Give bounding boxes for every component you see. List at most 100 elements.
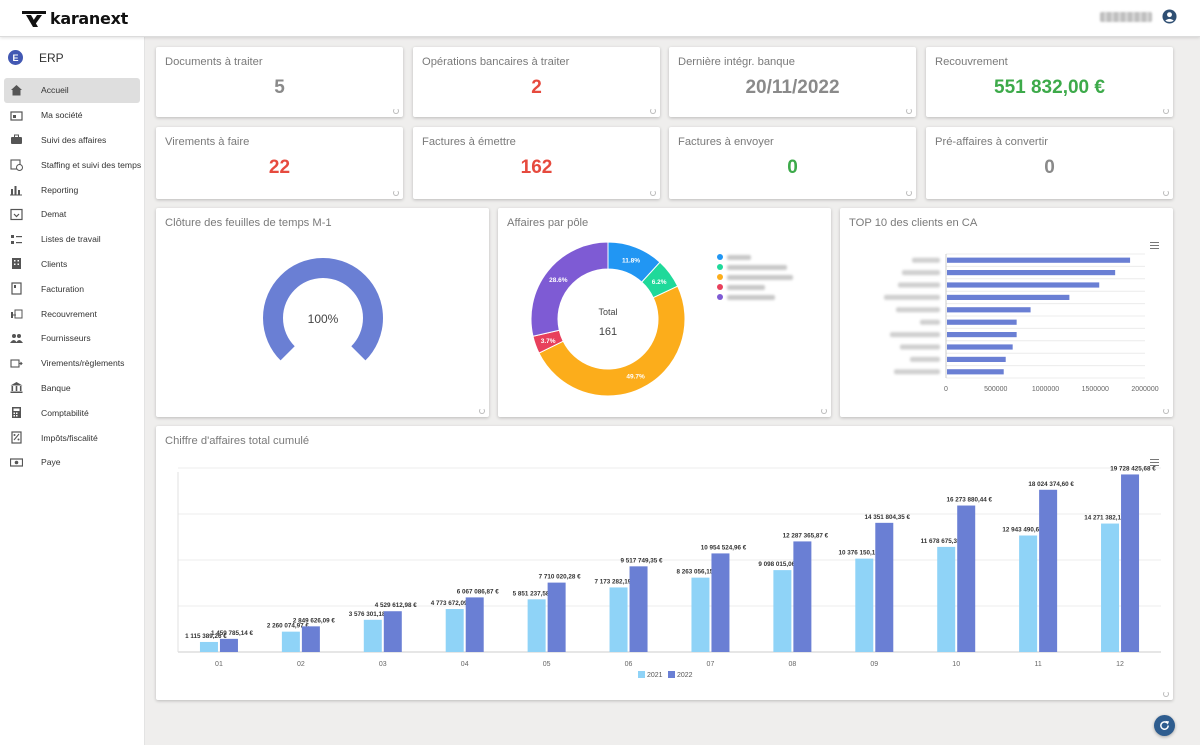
kpi-card-pre-deals[interactable]: Pré-affaires à convertir 0 bbox=[926, 127, 1173, 199]
sidebar-item-impots-fiscalite[interactable]: Impôts/fiscalité bbox=[4, 425, 140, 450]
client-bar[interactable] bbox=[947, 282, 1100, 288]
client-bar[interactable] bbox=[947, 369, 1004, 375]
refresh-icon[interactable] bbox=[906, 108, 912, 114]
refresh-icon[interactable] bbox=[1163, 691, 1169, 697]
kpi-card-invoices-to-send[interactable]: Factures à envoyer 0 bbox=[669, 127, 916, 199]
revenue-bar-2022[interactable] bbox=[1121, 474, 1140, 652]
legend-dot bbox=[717, 284, 723, 290]
bar-data-label: 9 517 749,35 € bbox=[621, 557, 664, 564]
sidebar-item-clients[interactable]: Clients bbox=[4, 252, 140, 277]
sidebar-item-paye[interactable]: Paye bbox=[4, 450, 140, 475]
revenue-bar-2021[interactable] bbox=[855, 558, 874, 652]
kpi-card-bank-operations[interactable]: Opérations bancaires à traiter 2 bbox=[413, 47, 660, 117]
revenue-bar-2022[interactable] bbox=[383, 611, 402, 652]
revenue-bar-2021[interactable] bbox=[691, 577, 710, 652]
top-bar: karanext bbox=[0, 0, 1200, 37]
chart-menu-icon[interactable] bbox=[1150, 242, 1159, 249]
legend-swatch[interactable] bbox=[668, 671, 675, 678]
revenue-bar-2021[interactable] bbox=[445, 609, 464, 652]
donut-slice[interactable] bbox=[530, 241, 609, 337]
legend-item[interactable] bbox=[717, 284, 765, 290]
sidebar-item-demat[interactable]: Demat bbox=[4, 202, 140, 227]
sidebar-item-staffing-et-suivi-des-temps[interactable]: Staffing et suivi des temps bbox=[4, 152, 141, 177]
legend-label[interactable]: 2021 bbox=[647, 672, 663, 679]
kpi-value: 22 bbox=[268, 157, 291, 178]
refresh-button[interactable] bbox=[1154, 715, 1175, 736]
sidebar-item-label: Listes de travail bbox=[41, 234, 101, 245]
sidebar-item-virements-reglements[interactable]: Virements/règlements bbox=[4, 351, 140, 376]
donut-slice[interactable] bbox=[538, 285, 686, 397]
client-bar[interactable] bbox=[947, 257, 1131, 263]
client-bar[interactable] bbox=[947, 332, 1017, 338]
legend-item[interactable] bbox=[717, 264, 787, 270]
user-name-blurred[interactable] bbox=[1100, 12, 1152, 22]
revenue-bar-2021[interactable] bbox=[1019, 535, 1038, 652]
refresh-icon[interactable] bbox=[479, 408, 485, 414]
revenue-bar-2022[interactable] bbox=[793, 541, 812, 652]
sidebar-item-listes-de-travail[interactable]: Listes de travail bbox=[4, 227, 140, 252]
revenue-bar-2021[interactable] bbox=[199, 641, 218, 652]
legend-dot bbox=[717, 294, 723, 300]
erp-header[interactable]: E ERP bbox=[8, 50, 64, 65]
kpi-card-recouvrement[interactable]: Recouvrement 551 832,00 € bbox=[926, 47, 1173, 117]
refresh-icon[interactable] bbox=[906, 190, 912, 196]
sidebar-item-facturation[interactable]: Facturation bbox=[4, 276, 140, 301]
revenue-bar-2021[interactable] bbox=[609, 587, 628, 652]
timesheet-closure-panel: Clôture des feuilles de temps M-1 100% bbox=[156, 208, 489, 417]
sidebar-item-comptabilite[interactable]: Comptabilité bbox=[4, 400, 140, 425]
x-tick-label: 05 bbox=[543, 661, 551, 668]
revenue-bar-2022[interactable] bbox=[301, 626, 320, 652]
legend-item[interactable] bbox=[717, 274, 793, 280]
legend-item[interactable] bbox=[717, 294, 775, 300]
tax-icon bbox=[10, 431, 23, 444]
client-bar[interactable] bbox=[947, 307, 1031, 313]
kpi-card-last-bank-import[interactable]: Dernière intégr. banque 20/11/2022 bbox=[669, 47, 916, 117]
refresh-icon[interactable] bbox=[650, 108, 656, 114]
revenue-bar-2022[interactable] bbox=[711, 553, 730, 652]
sidebar-item-suivi-des-affaires[interactable]: Suivi des affaires bbox=[4, 128, 140, 153]
refresh-icon[interactable] bbox=[393, 108, 399, 114]
kpi-card-invoices-to-issue[interactable]: Factures à émettre 162 bbox=[413, 127, 660, 199]
revenue-bar-2021[interactable] bbox=[937, 546, 956, 652]
sidebar-item-ma-societe[interactable]: Ma société bbox=[4, 103, 140, 128]
collection-icon bbox=[10, 307, 23, 320]
sidebar-item-fournisseurs[interactable]: Fournisseurs bbox=[4, 326, 140, 351]
refresh-icon[interactable] bbox=[821, 408, 827, 414]
sidebar-item-recouvrement[interactable]: Recouvrement bbox=[4, 301, 140, 326]
revenue-bar-2022[interactable] bbox=[875, 522, 894, 652]
sidebar-item-banque[interactable]: Banque bbox=[4, 376, 140, 401]
kpi-card-documents[interactable]: Documents à traiter 5 bbox=[156, 47, 403, 117]
revenue-bar-2022[interactable] bbox=[1039, 489, 1058, 652]
donut-slice-label: 11.8% bbox=[622, 257, 640, 264]
refresh-icon[interactable] bbox=[1163, 190, 1169, 196]
revenue-bar-2021[interactable] bbox=[1101, 523, 1120, 652]
refresh-icon[interactable] bbox=[650, 190, 656, 196]
kpi-value: 162 bbox=[520, 157, 553, 178]
brand-logo[interactable]: karanext bbox=[22, 9, 128, 28]
kpi-card-transfers[interactable]: Virements à faire 22 bbox=[156, 127, 403, 199]
legend-label[interactable]: 2022 bbox=[677, 672, 693, 679]
legend-swatch[interactable] bbox=[638, 671, 645, 678]
client-bar[interactable] bbox=[947, 356, 1006, 362]
revenue-bar-2021[interactable] bbox=[527, 599, 546, 652]
sidebar-item-reporting[interactable]: Reporting bbox=[4, 177, 140, 202]
revenue-bar-2022[interactable] bbox=[547, 582, 566, 652]
chart-menu-icon[interactable] bbox=[1150, 459, 1159, 466]
revenue-bar-2021[interactable] bbox=[281, 631, 300, 652]
revenue-bar-2021[interactable] bbox=[773, 570, 792, 652]
refresh-icon[interactable] bbox=[1163, 108, 1169, 114]
refresh-icon[interactable] bbox=[1163, 408, 1169, 414]
sidebar-item-accueil[interactable]: Accueil bbox=[4, 78, 140, 103]
client-bar[interactable] bbox=[947, 270, 1116, 276]
revenue-bar-2022[interactable] bbox=[219, 638, 238, 652]
revenue-bar-2022[interactable] bbox=[957, 505, 976, 652]
revenue-bar-2022[interactable] bbox=[629, 566, 648, 652]
client-bar[interactable] bbox=[947, 344, 1013, 350]
client-bar[interactable] bbox=[947, 319, 1017, 325]
refresh-icon[interactable] bbox=[393, 190, 399, 196]
revenue-bar-2022[interactable] bbox=[465, 597, 484, 652]
user-account-icon[interactable] bbox=[1162, 9, 1177, 24]
client-bar[interactable] bbox=[947, 294, 1070, 300]
revenue-bar-2021[interactable] bbox=[363, 619, 382, 652]
legend-item[interactable] bbox=[717, 254, 751, 260]
